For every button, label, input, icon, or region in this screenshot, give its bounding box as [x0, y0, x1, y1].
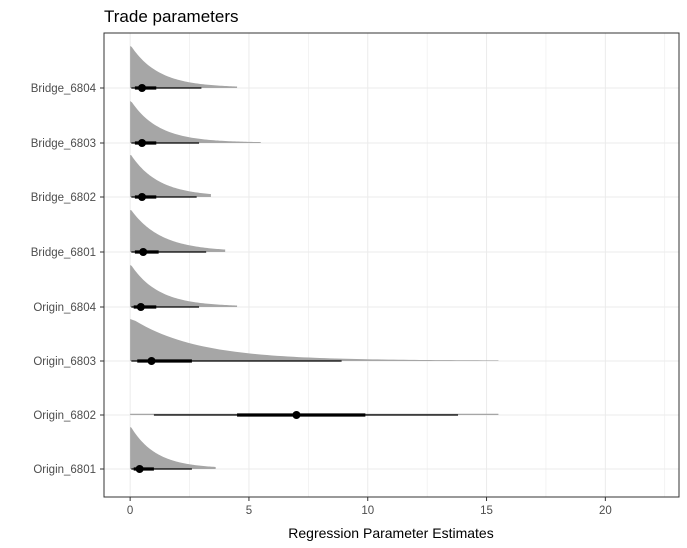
- median-point: [136, 303, 145, 311]
- x-axis: 0 5 10 15 20: [127, 497, 612, 517]
- y-tick-label: Bridge_6803: [31, 138, 96, 150]
- median-point: [135, 465, 144, 473]
- x-tick-label: 10: [361, 505, 374, 517]
- x-tick-label: 0: [127, 505, 133, 517]
- median-point: [147, 357, 156, 365]
- density-Origin_6801: [130, 427, 216, 469]
- y-tick-label: Origin_6803: [33, 356, 96, 368]
- y-tick-label: Origin_6801: [33, 464, 96, 476]
- interval-layer: [131, 84, 459, 473]
- median-point: [138, 84, 147, 92]
- y-tick-label: Bridge_6802: [31, 192, 96, 204]
- x-tick-label: 20: [599, 505, 612, 517]
- chart-title: Trade parameters: [104, 7, 238, 26]
- density-Bridge_6802: [130, 155, 211, 197]
- x-tick-label: 5: [246, 505, 252, 517]
- y-tick-label: Origin_6804: [33, 302, 96, 314]
- median-point: [139, 248, 148, 256]
- median-point: [138, 139, 147, 147]
- median-point: [292, 411, 301, 419]
- density-Bridge_6804: [130, 46, 238, 88]
- panel-border: [103, 32, 680, 498]
- y-tick-label: Bridge_6804: [31, 83, 97, 95]
- density-Bridge_6803: [130, 101, 261, 143]
- density-Origin_6803: [130, 319, 499, 361]
- median-point: [138, 193, 147, 201]
- x-tick-label: 15: [480, 505, 493, 517]
- grid: [104, 33, 679, 497]
- x-axis-label: Regression Parameter Estimates: [288, 525, 493, 541]
- density-Bridge_6801: [130, 210, 226, 252]
- y-tick-label: Origin_6802: [33, 410, 96, 422]
- y-tick-label: Bridge_6801: [31, 247, 96, 259]
- density-Origin_6804: [130, 265, 238, 307]
- y-axis: Bridge_6804 Bridge_6803 Bridge_6802 Bridge_…: [31, 83, 104, 476]
- density-layer: [130, 46, 499, 469]
